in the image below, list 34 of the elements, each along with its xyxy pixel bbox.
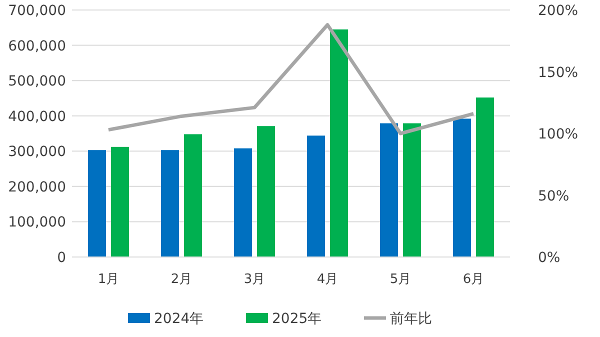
bar	[330, 29, 348, 257]
y-tick-label: 100,000	[8, 214, 66, 231]
bar	[234, 148, 252, 257]
x-tick-label: 3月	[244, 272, 266, 287]
bar	[111, 146, 129, 257]
x-tick-label: 4月	[316, 272, 338, 287]
y-tick-label: 600,000	[8, 38, 66, 54]
bar	[88, 150, 106, 257]
y-tick-label: 300,000	[8, 144, 66, 160]
bar	[380, 123, 398, 257]
bar	[307, 136, 325, 257]
x-tick-label: 6月	[462, 272, 484, 287]
x-tick-label: 5月	[390, 272, 412, 287]
y2-tick-label: 200%	[538, 3, 578, 19]
y-tick-label: 400,000	[8, 108, 66, 125]
bar	[161, 150, 179, 257]
y2-tick-label: 0%	[538, 250, 560, 266]
y2-tick-label: 150%	[538, 64, 578, 81]
y-tick-label: 0	[57, 250, 66, 266]
x-tick-label: 2月	[170, 272, 192, 287]
bar	[403, 123, 421, 257]
y-tick-label: 200,000	[8, 179, 66, 196]
legend-label: 2024年	[154, 311, 204, 327]
bar	[257, 126, 275, 257]
y2-tick-label: 100%	[538, 126, 578, 142]
x-tick-label: 1月	[98, 272, 120, 287]
bar	[453, 118, 471, 257]
y-tick-label: 700,000	[8, 3, 66, 19]
legend-label: 前年比	[390, 311, 432, 327]
y-tick-label: 500,000	[8, 74, 66, 90]
y2-tick-label: 50%	[538, 188, 570, 204]
bar	[184, 134, 202, 257]
legend-label: 2025年	[272, 311, 322, 327]
bar	[476, 98, 494, 257]
